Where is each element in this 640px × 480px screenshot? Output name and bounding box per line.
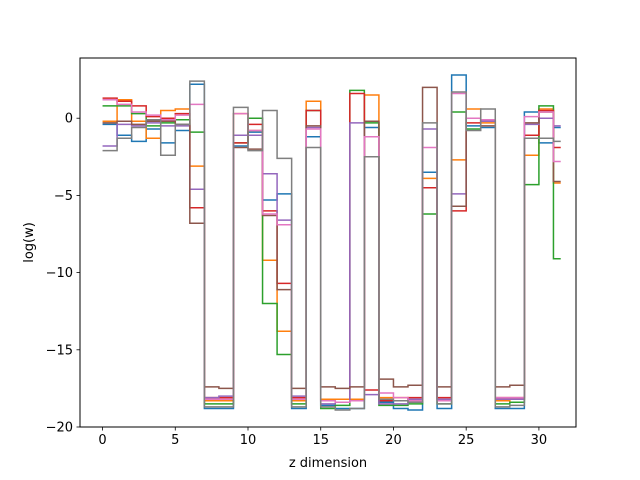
x-tick-label: 30	[531, 433, 548, 448]
axes-frame	[79, 57, 577, 428]
series-line-3	[102, 89, 561, 410]
y-axis: 0 −5 −10 −15 −20	[46, 112, 80, 436]
y-axis-label: log(w)	[22, 222, 37, 263]
x-tick-label: 0	[98, 433, 106, 448]
x-axis-label: z dimension	[289, 456, 367, 471]
x-tick-label: 15	[312, 433, 329, 448]
series-line-7	[102, 92, 561, 404]
x-tick-label: 20	[385, 433, 402, 448]
x-tick-label: 25	[458, 433, 475, 448]
y-tick-label: −20	[46, 421, 73, 436]
series-line-2	[102, 94, 561, 402]
x-axis: 0 5 10 15 20 25 30	[98, 427, 547, 448]
series-line-4	[102, 92, 561, 404]
series-line-6	[102, 86, 561, 390]
x-tick-label: 5	[171, 433, 179, 448]
y-tick-label: 0	[65, 112, 73, 127]
x-tick-label: 10	[240, 433, 257, 448]
series-line-8	[102, 80, 561, 411]
y-tick-label: −15	[46, 343, 73, 358]
series-layer	[102, 74, 561, 411]
series-line-5	[102, 117, 561, 405]
y-tick-label: −5	[54, 189, 73, 204]
y-tick-label: −10	[46, 266, 73, 281]
